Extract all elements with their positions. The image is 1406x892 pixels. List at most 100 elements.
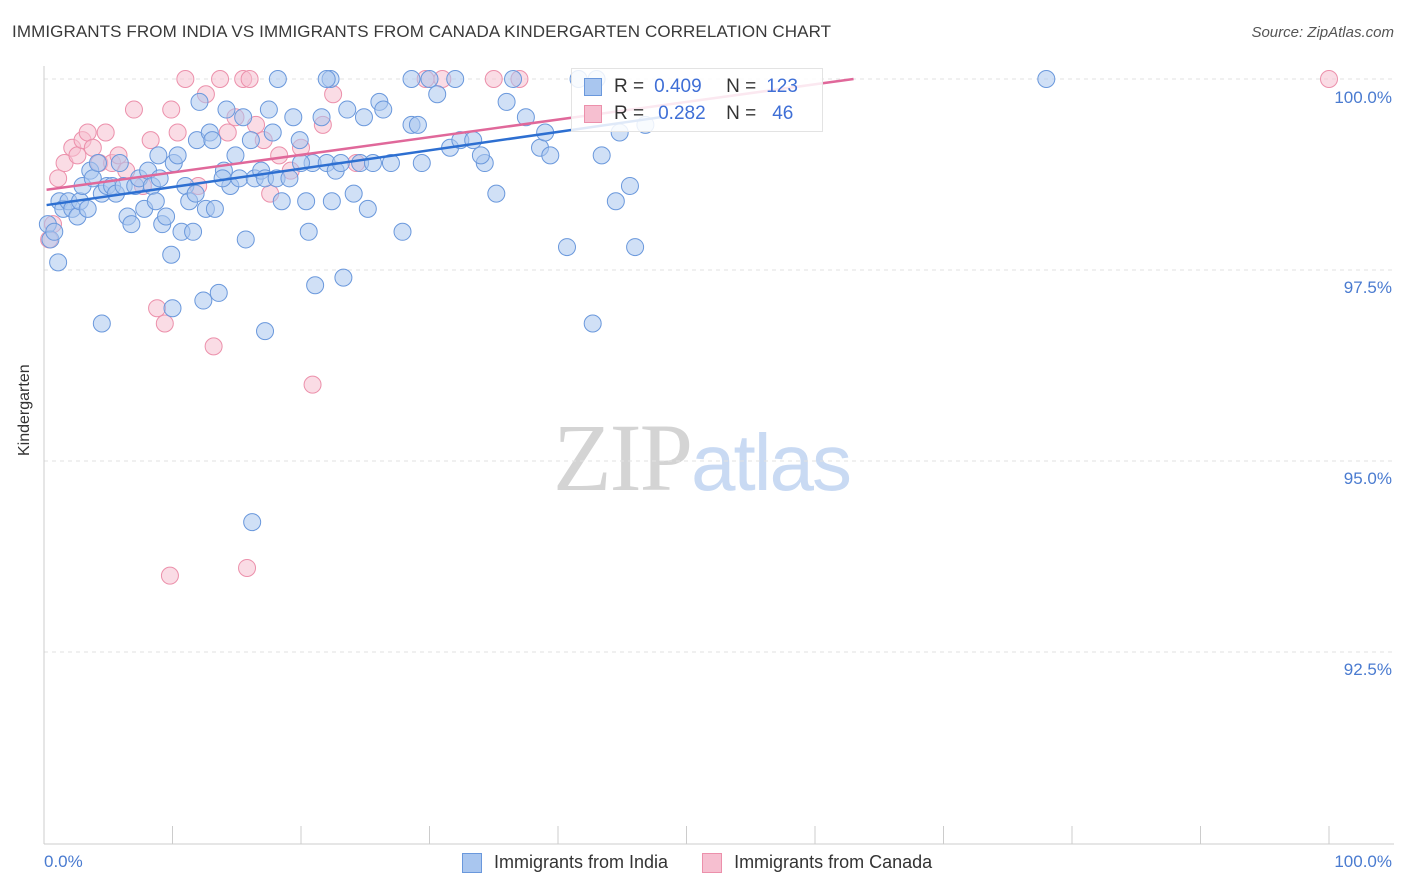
- india-point: [234, 108, 253, 127]
- india-point: [541, 146, 560, 165]
- series-legend: Immigrants from India Immigrants from Ca…: [462, 852, 966, 873]
- india-point: [408, 115, 427, 134]
- india-point: [110, 154, 129, 173]
- india-point: [241, 131, 260, 150]
- legend-item-india[interactable]: Immigrants from India: [462, 852, 668, 873]
- india-point: [312, 108, 331, 127]
- india-point: [334, 268, 353, 287]
- india-point: [88, 154, 107, 173]
- india-point: [344, 184, 363, 203]
- india-point: [402, 70, 421, 88]
- canada-point: [68, 146, 87, 165]
- legend-r-label: R =: [614, 76, 645, 97]
- india-point: [217, 100, 236, 119]
- y-tick-label: 95.0%: [1343, 469, 1392, 488]
- india-point: [354, 108, 373, 127]
- india-point: [516, 108, 535, 127]
- canada-point: [238, 558, 257, 577]
- india-point: [471, 146, 490, 165]
- canada-swatch-icon: [584, 105, 602, 123]
- india-point: [606, 192, 625, 211]
- india-n-value: 123: [766, 76, 798, 97]
- canada-point: [160, 566, 179, 585]
- india-point: [393, 222, 412, 241]
- india-point: [243, 513, 262, 532]
- canada-point: [303, 375, 322, 394]
- india-point: [256, 322, 275, 341]
- india-point: [306, 276, 325, 295]
- india-point: [190, 92, 209, 111]
- canada-point: [176, 70, 195, 88]
- india-trend-line: [46, 115, 661, 207]
- canada-point: [484, 70, 503, 88]
- india-point: [272, 192, 291, 211]
- india-point: [268, 70, 287, 88]
- india-point: [446, 70, 465, 88]
- x-tick-label: 100.0%: [1334, 852, 1392, 871]
- canada-point: [211, 70, 230, 88]
- canada-point: [240, 70, 259, 88]
- india-point: [297, 192, 316, 211]
- india-point: [374, 100, 393, 119]
- india-point: [149, 146, 168, 165]
- india-point: [1037, 70, 1056, 88]
- canada-point: [49, 169, 68, 188]
- india-point: [146, 192, 165, 211]
- india-point: [504, 70, 523, 88]
- canada-point: [218, 123, 237, 142]
- india-point: [122, 215, 141, 234]
- india-point: [186, 184, 205, 203]
- india-point: [428, 85, 447, 104]
- canada-point: [168, 123, 187, 142]
- legend-row-canada: R = 0.282 N = 46: [584, 102, 793, 126]
- legend-label-india: Immigrants from India: [494, 852, 669, 872]
- y-tick-label: 92.5%: [1343, 660, 1392, 679]
- india-point: [226, 146, 245, 165]
- canada-point: [148, 299, 167, 318]
- india-point: [620, 176, 639, 195]
- canada-point: [204, 337, 223, 356]
- india-point: [209, 283, 228, 302]
- india-point: [45, 222, 64, 241]
- canada-point: [270, 146, 289, 165]
- india-point: [290, 131, 309, 150]
- canada-point: [1320, 70, 1338, 88]
- india-point: [592, 146, 611, 165]
- india-point: [583, 314, 602, 333]
- canada-point: [83, 138, 102, 157]
- legend-item-canada[interactable]: Immigrants from Canada: [702, 852, 932, 873]
- india-point: [184, 222, 203, 241]
- india-point: [358, 199, 377, 218]
- india-point: [317, 70, 336, 88]
- y-tick-label: 100.0%: [1334, 88, 1392, 107]
- india-point: [487, 184, 506, 203]
- india-swatch-icon: [584, 78, 602, 96]
- india-point: [236, 230, 255, 249]
- watermark-atlas: atlas: [691, 418, 852, 507]
- india-point: [420, 70, 439, 88]
- canada-point: [162, 100, 181, 119]
- y-axis-label: Kindergarten: [16, 364, 33, 456]
- india-point: [194, 291, 213, 310]
- india-point: [263, 123, 282, 142]
- india-r-value: 0.409: [654, 76, 702, 97]
- india-point: [92, 314, 111, 333]
- canada-point: [96, 123, 115, 142]
- canada-point: [78, 123, 97, 142]
- legend-r-label: R =: [614, 103, 645, 124]
- india-point: [163, 299, 182, 318]
- y-tick-label: 97.5%: [1343, 278, 1392, 297]
- india-point: [412, 154, 431, 173]
- india-point: [157, 207, 176, 226]
- zipatlas-watermark: ZIPatlas: [553, 402, 852, 513]
- canada-point: [141, 131, 160, 150]
- india-point: [322, 192, 341, 211]
- india-point: [557, 238, 576, 257]
- india-point: [284, 108, 303, 127]
- canada-legend-swatch-icon: [702, 852, 723, 873]
- canada-n-value: 46: [772, 103, 794, 124]
- canada-point: [324, 85, 343, 104]
- canada-point: [155, 314, 174, 333]
- legend-row-india: R = 0.409 N = 123: [584, 75, 798, 99]
